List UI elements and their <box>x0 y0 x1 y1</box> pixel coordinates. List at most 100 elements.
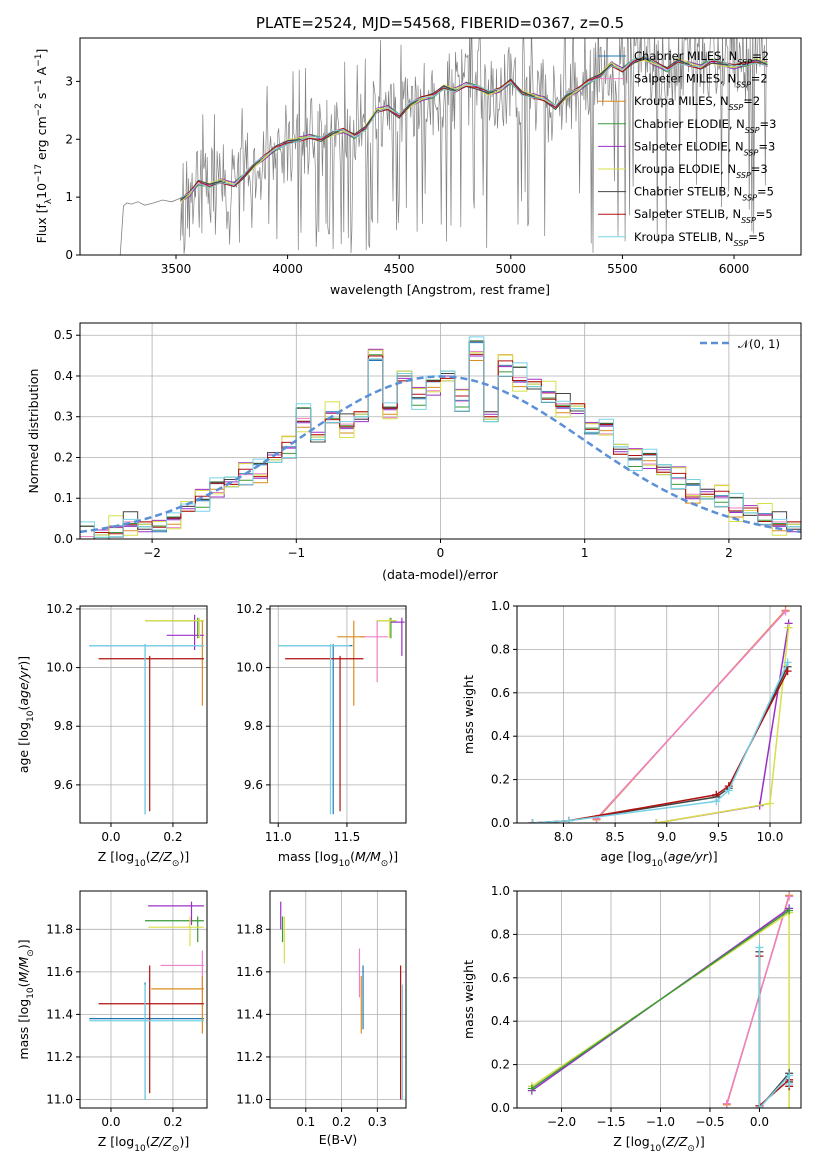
x-tick-label: 0.1 <box>296 1115 315 1129</box>
model-line <box>180 56 768 199</box>
axes-frame <box>79 605 208 824</box>
data-continuum-line <box>119 197 181 255</box>
legend-label: 𝒩(0, 1) <box>738 337 780 351</box>
x-tick-label: −1.0 <box>646 1115 675 1129</box>
weight_vs_z-axes: −2.0 −1.5 −1.0 −0.5 0.0 0.0 0.2 0.4 0.6 0.8 1.0 Z [… <box>461 884 802 1154</box>
plot-area <box>80 606 207 823</box>
plot-area <box>80 891 207 1108</box>
y-tick-label: 2 <box>65 132 73 146</box>
weight-marker <box>766 799 775 808</box>
y-tick-label: 0.2 <box>54 450 73 464</box>
y-tick-label: 1.0 <box>491 884 510 898</box>
y-tick-label: 10.2 <box>236 602 263 616</box>
y-tick-label: 11.4 <box>46 1007 73 1021</box>
mass_vs_ebv-axes: 0.1 0.2 0.3 11.0 11.2 11.4 11.6 11.8 E(B-V) <box>236 890 407 1147</box>
weight-marker <box>755 1104 764 1108</box>
x-tick-label: 4000 <box>272 262 303 276</box>
x-tick-label: 0.3 <box>368 1115 387 1129</box>
legend-label: Chabrier STELIB, NSSP=5 <box>634 185 774 203</box>
y-axis-label: mass weight <box>461 960 476 1039</box>
legend-label: Chabrier ELODIE, NSSP=3 <box>634 117 776 135</box>
legend-label: Salpeter STELIB, NSSP=5 <box>634 207 773 225</box>
x-tick-label: −1.5 <box>596 1115 625 1129</box>
y-tick-label: 10.0 <box>236 661 263 675</box>
weight-marker <box>527 1084 536 1093</box>
y-tick-label: 0.4 <box>54 369 73 383</box>
x-tick-label: 0.2 <box>163 830 182 844</box>
weight-marker <box>712 797 721 806</box>
y-axis-label: age [log10(age/yr)] <box>16 656 36 773</box>
weight-line <box>532 662 789 823</box>
y-tick-label: 0.6 <box>491 686 510 700</box>
legend-label: Salpeter MILES, NSSP=2 <box>634 72 768 90</box>
y-tick-label: 11.8 <box>46 922 73 936</box>
x-axis-label: Z [log10(Z/Z⊙)] <box>98 849 189 869</box>
plot-area <box>119 38 768 255</box>
weight_vs_age-axes: 8.0 8.5 9.0 9.5 10.0 0.0 0.2 0.4 0.6 0.8 1.0 age [l… <box>461 599 802 869</box>
x-axis-label: E(B-V) <box>319 1132 358 1147</box>
x-tick-label: −1 <box>287 546 305 560</box>
y-tick-label: 0.2 <box>491 773 510 787</box>
legend-label: Kroupa STELIB, NSSP=5 <box>634 230 765 248</box>
x-tick-label: 0.2 <box>163 1115 182 1129</box>
y-axis-label: mass [log10(M/M⊙)] <box>16 939 36 1059</box>
weight-marker <box>785 1104 794 1108</box>
y-axis-label: mass weight <box>461 675 476 754</box>
x-tick-label: 10.0 <box>757 830 784 844</box>
model-line <box>180 55 768 199</box>
plot-area <box>517 606 801 823</box>
weight-line <box>531 909 790 1090</box>
y-tick-label: 0.0 <box>54 532 73 546</box>
x-tick-label: 1 <box>581 546 589 560</box>
x-axis-label: wavelength [Angstrom, rest frame] <box>330 282 550 297</box>
x-tick-label: 0.0 <box>750 1115 769 1129</box>
x-tick-label: 5000 <box>496 262 527 276</box>
weight-marker <box>785 1080 794 1089</box>
legend-label: Salpeter ELODIE, NSSP=3 <box>634 139 775 157</box>
weight-marker <box>722 1099 731 1108</box>
x-tick-label: 9.5 <box>709 830 728 844</box>
y-tick-label: 0.1 <box>54 491 73 505</box>
legend-label: Chabrier MILES, NSSP=2 <box>634 49 769 67</box>
y-axis-label: Flux [fλ10−17 erg cm−2 s−1 A−1] <box>34 49 54 244</box>
y-tick-label: 9.6 <box>244 778 263 792</box>
weight-line <box>656 627 790 823</box>
x-axis-label: Z [log10(Z/Z⊙)] <box>98 1134 189 1154</box>
weight-marker <box>784 623 793 632</box>
residual-axes: −2 −1 0 1 2 0.0 0.1 0.2 0.3 0.4 0.5 (data-model)/er… <box>26 322 802 582</box>
weight-marker <box>528 819 537 823</box>
y-tick-label: 11.8 <box>236 922 263 936</box>
y-tick-label: 1.0 <box>491 599 510 613</box>
x-tick-label: −0.5 <box>695 1115 724 1129</box>
residual-histogram-line <box>80 336 801 538</box>
weight-line <box>595 610 787 820</box>
residual-histogram-line <box>80 353 801 539</box>
y-tick-label: 0.3 <box>54 410 73 424</box>
weight-line <box>758 947 790 1108</box>
y-tick-label: 0.5 <box>54 328 73 342</box>
y-tick-label: 3 <box>65 74 73 88</box>
x-axis-label: (data-model)/error <box>382 567 499 582</box>
residual-histogram-line <box>80 349 801 539</box>
legend-label: Kroupa MILES, NSSP=2 <box>634 94 760 112</box>
axes-frame <box>79 37 802 256</box>
x-axis-label: mass [log10(M/M⊙)] <box>278 849 398 869</box>
legend-label: Kroupa ELODIE, NSSP=3 <box>634 162 768 180</box>
y-tick-label: 11.6 <box>46 965 73 979</box>
weight-marker <box>783 667 792 676</box>
y-tick-label: 0.0 <box>491 816 510 830</box>
axes-frame <box>269 890 407 1109</box>
age_vs_mass-axes: 11.0 11.5 9.6 9.8 10.0 10.2 mass [log10(M/M⊙)] <box>236 602 407 869</box>
spectrum-axes: 3500 4000 4500 5000 5500 6000 0 1 2 3 wavelength [… <box>34 37 802 297</box>
mass_vs_z-axes: 0.0 0.2 11.0 11.2 11.4 11.6 11.8 Z [log10(Z/Z⊙)… <box>16 890 208 1154</box>
y-tick-label: 11.0 <box>46 1092 73 1106</box>
y-tick-label: 0.8 <box>491 927 510 941</box>
y-tick-label: 9.6 <box>54 778 73 792</box>
y-tick-label: 10.0 <box>46 661 73 675</box>
x-tick-label: 8.0 <box>554 830 573 844</box>
y-tick-label: 11.4 <box>236 1007 263 1021</box>
plot-area <box>517 891 801 1108</box>
y-tick-label: 1 <box>65 190 73 204</box>
weight-marker <box>755 943 764 952</box>
